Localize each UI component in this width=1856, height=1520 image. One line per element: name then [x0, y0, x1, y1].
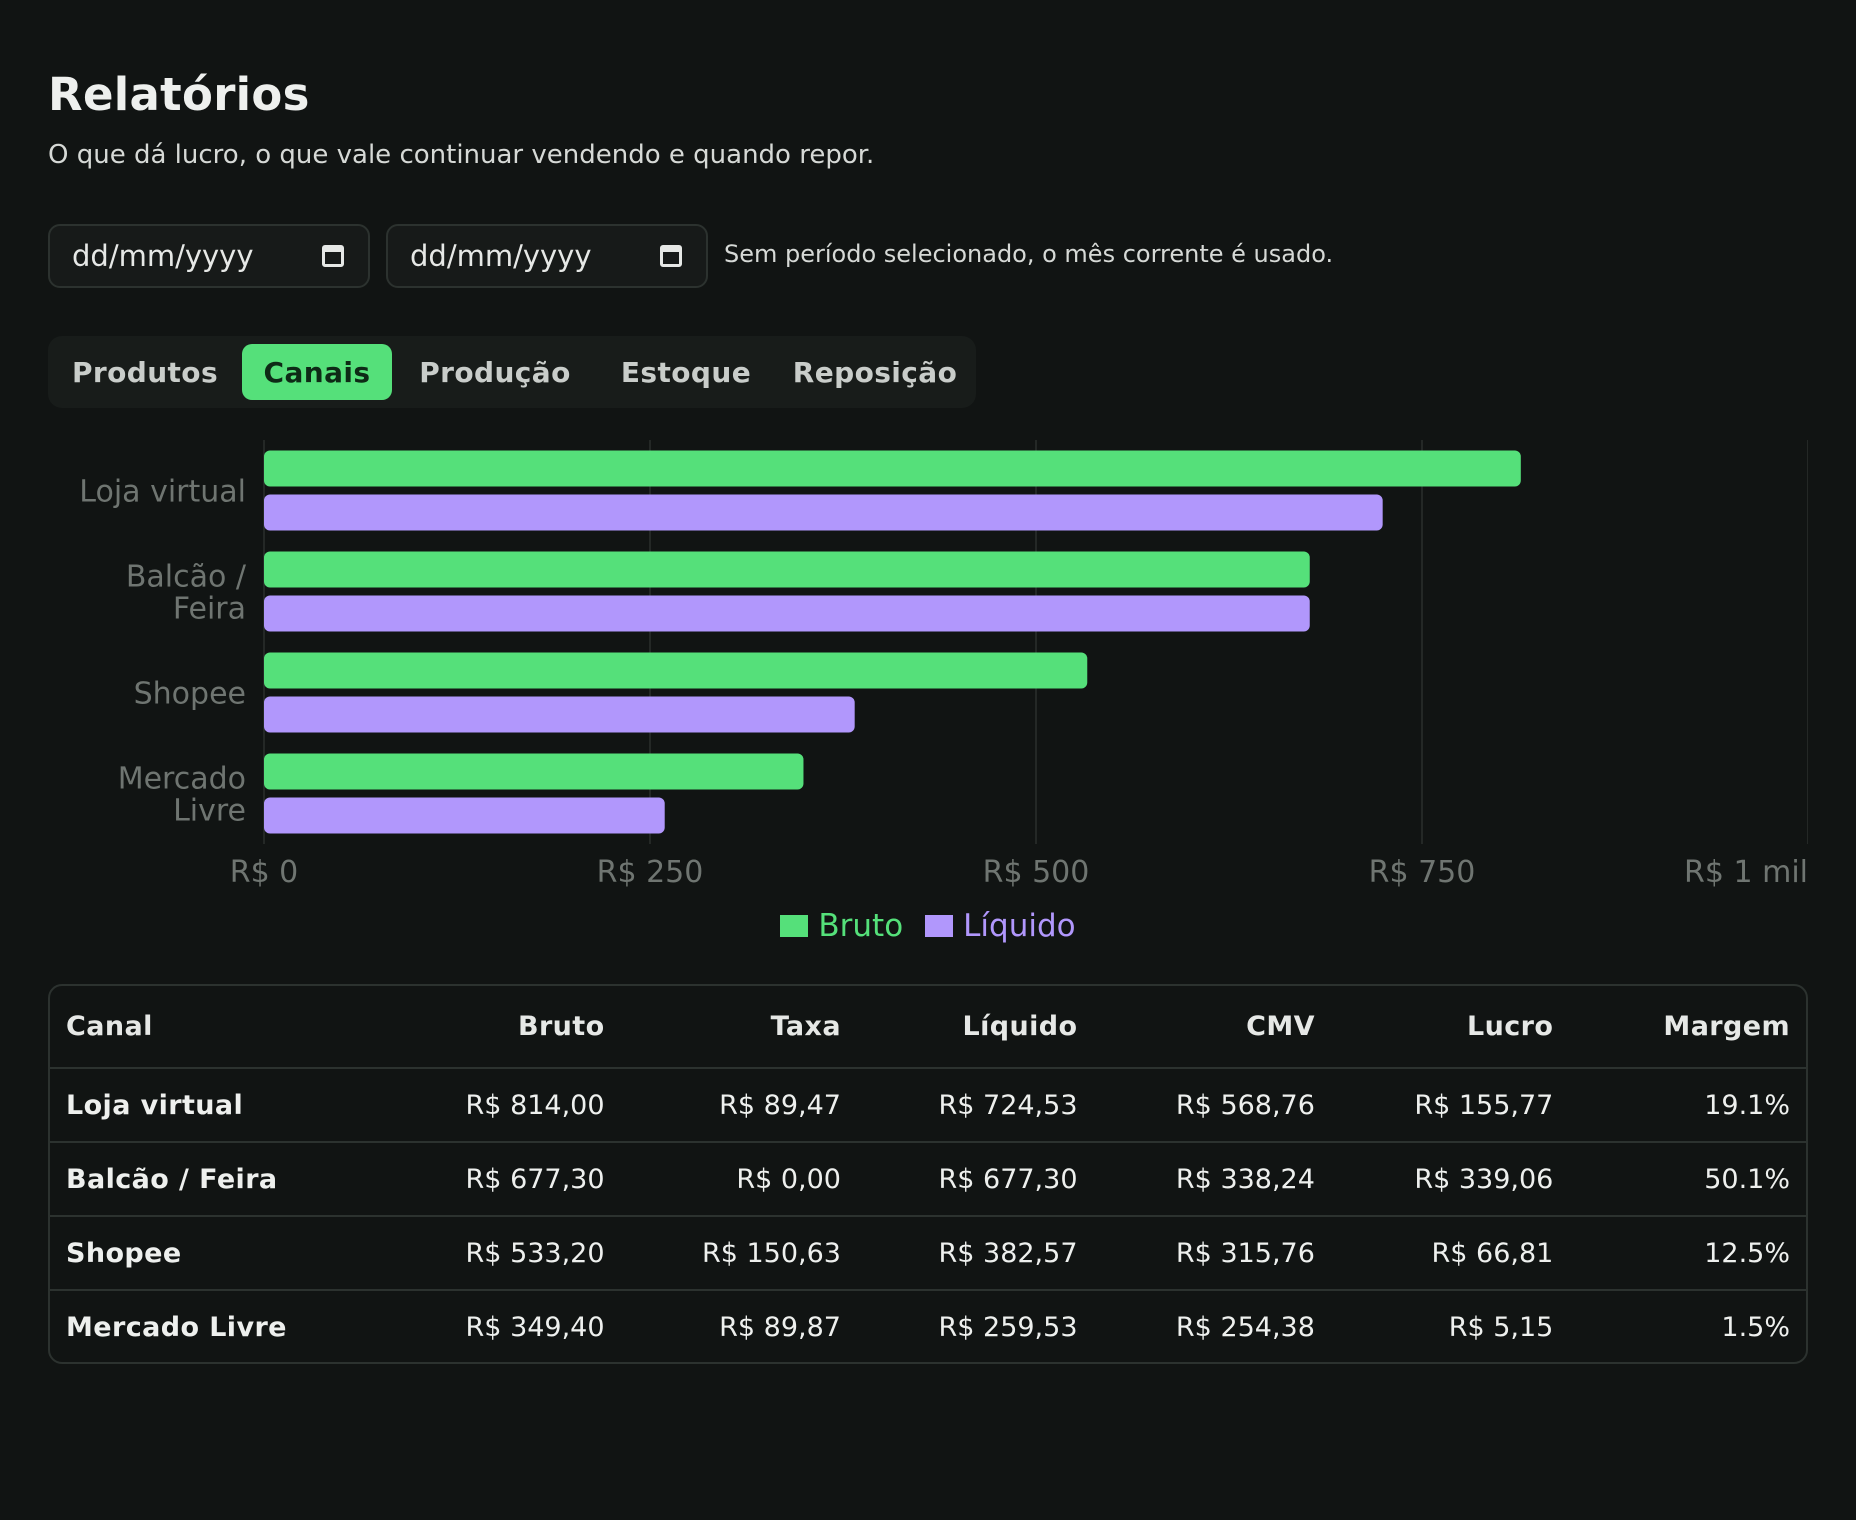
- column-header-canal[interactable]: Canal: [66, 1011, 153, 1042]
- column-header-lucro[interactable]: Lucro: [1467, 1011, 1554, 1042]
- cell-margem: 1.5%: [1569, 1289, 1806, 1362]
- cell-lucro: R$ 339,06: [1330, 1141, 1570, 1216]
- cell-margem: 19.1%: [1569, 1067, 1806, 1142]
- cell-margem: 12.5%: [1569, 1215, 1806, 1290]
- cell-canal: Mercado Livre: [50, 1289, 379, 1362]
- start-date-input[interactable]: dd/mm/yyyy: [48, 224, 370, 288]
- x-tick-label: R$ 750: [1369, 855, 1476, 890]
- cell-lucro: R$ 5,15: [1330, 1289, 1570, 1362]
- cell-cmv: R$ 568,76: [1093, 1067, 1331, 1142]
- cell-lucro: R$ 155,77: [1330, 1067, 1570, 1142]
- cell-taxa: R$ 89,87: [620, 1289, 857, 1362]
- cell-cmv: R$ 254,38: [1093, 1289, 1331, 1362]
- legend-label-liquido: Líquido: [963, 908, 1076, 944]
- cell-liquido: R$ 677,30: [856, 1141, 1094, 1216]
- y-category-label: Balcão / Feira: [126, 560, 247, 627]
- tab-canais[interactable]: Canais: [242, 344, 392, 400]
- cell-cmv: R$ 315,76: [1093, 1215, 1331, 1290]
- cell-taxa: R$ 0,00: [620, 1141, 857, 1216]
- column-header-cmv[interactable]: CMV: [1246, 1011, 1315, 1042]
- bar-liquido[interactable]: [264, 494, 1383, 531]
- legend-swatch-bruto: [780, 915, 809, 937]
- cell-margem: 50.1%: [1569, 1141, 1806, 1216]
- bar-bruto[interactable]: [264, 450, 1521, 487]
- tab-producao[interactable]: Produção: [419, 355, 571, 389]
- y-category-label: Mercado Livre: [118, 762, 246, 829]
- table-header-row: Canal Bruto Taxa Líquido CMV Lucro Marge…: [50, 986, 1806, 1068]
- x-tick-label: R$ 500: [983, 855, 1090, 890]
- bar-bruto[interactable]: [264, 753, 804, 790]
- column-header-bruto[interactable]: Bruto: [517, 1011, 605, 1042]
- bar-liquido[interactable]: [264, 797, 665, 834]
- cell-taxa: R$ 150,63: [620, 1215, 857, 1290]
- page-subtitle: O que dá lucro, o que vale continuar ven…: [48, 140, 875, 170]
- calendar-icon[interactable]: [322, 245, 344, 267]
- calendar-icon[interactable]: [660, 245, 682, 267]
- legend-swatch-liquido: [925, 915, 954, 937]
- cell-bruto: R$ 677,30: [378, 1141, 621, 1216]
- column-header-taxa[interactable]: Taxa: [770, 1011, 841, 1042]
- channels-table: Canal Bruto Taxa Líquido CMV Lucro Marge…: [48, 984, 1808, 1364]
- y-category-label: Shopee: [134, 677, 246, 712]
- period-note: Sem período selecionado, o mês corrente …: [724, 240, 1334, 268]
- tab-reposicao[interactable]: Reposição: [792, 355, 958, 389]
- bar-bruto[interactable]: [264, 652, 1088, 689]
- cell-liquido: R$ 259,53: [856, 1289, 1094, 1362]
- tab-produtos[interactable]: Produtos: [71, 355, 219, 389]
- column-header-liquido[interactable]: Líquido: [962, 1011, 1078, 1042]
- y-category-label: Loja virtual: [79, 475, 246, 510]
- bar-bruto[interactable]: [264, 551, 1310, 588]
- cell-bruto: R$ 533,20: [378, 1215, 621, 1290]
- cell-canal: Balcão / Feira: [50, 1141, 379, 1216]
- x-tick-label: R$ 250: [597, 855, 704, 890]
- bar-liquido[interactable]: [264, 696, 855, 733]
- table-row: Balcão / Feira R$ 677,30 R$ 0,00 R$ 677,…: [50, 1141, 1806, 1216]
- cell-lucro: R$ 66,81: [1330, 1215, 1570, 1290]
- legend-label-bruto: Bruto: [818, 908, 904, 944]
- cell-cmv: R$ 338,24: [1093, 1141, 1331, 1216]
- cell-canal: Loja virtual: [50, 1067, 379, 1142]
- legend-item-liquido[interactable]: Líquido: [925, 908, 1076, 944]
- channels-bar-chart: R$ 0 R$ 250 R$ 500 R$ 750 R$ 1 mil Loja virtu…: [79, 440, 1808, 890]
- start-date-placeholder: dd/mm/yyyy: [72, 239, 254, 273]
- cell-liquido: R$ 382,57: [856, 1215, 1094, 1290]
- x-tick-label: R$ 1 mil: [1684, 855, 1808, 890]
- legend-item-bruto[interactable]: Bruto: [780, 908, 903, 944]
- x-tick-label: R$ 0: [230, 855, 299, 890]
- cell-taxa: R$ 89,47: [620, 1067, 857, 1142]
- cell-bruto: R$ 349,40: [378, 1289, 621, 1362]
- table-row: Loja virtual R$ 814,00 R$ 89,47 R$ 724,5…: [50, 1067, 1806, 1142]
- cell-canal: Shopee: [50, 1215, 379, 1290]
- end-date-input[interactable]: dd/mm/yyyy: [386, 224, 708, 288]
- cell-bruto: R$ 814,00: [378, 1067, 621, 1142]
- table-row: Shopee R$ 533,20 R$ 150,63 R$ 382,57 R$ …: [50, 1215, 1806, 1290]
- table-row: Mercado Livre R$ 349,40 R$ 89,87 R$ 259,…: [50, 1289, 1806, 1362]
- tab-estoque[interactable]: Estoque: [620, 355, 752, 389]
- page-title: Relatórios: [48, 68, 310, 121]
- report-tabs: Produtos Canais Produção Estoque Reposiç…: [48, 336, 976, 408]
- bar-liquido[interactable]: [264, 595, 1310, 632]
- cell-liquido: R$ 724,53: [856, 1067, 1094, 1142]
- column-header-margem[interactable]: Margem: [1663, 1011, 1790, 1042]
- end-date-placeholder: dd/mm/yyyy: [410, 239, 592, 273]
- chart-legend: Bruto Líquido: [48, 908, 1808, 944]
